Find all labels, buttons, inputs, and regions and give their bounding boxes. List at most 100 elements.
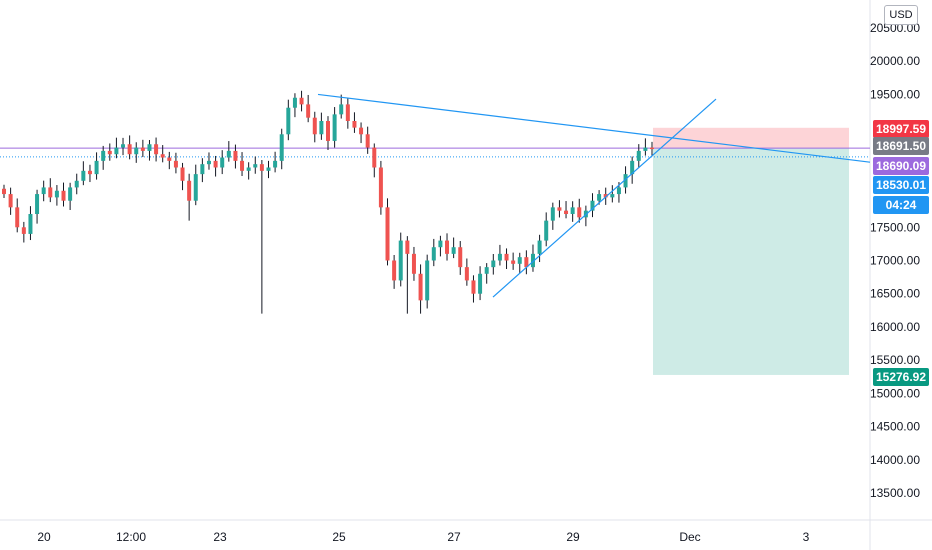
candle-body <box>220 157 225 168</box>
candle-body <box>54 190 59 198</box>
candle-body <box>577 207 582 218</box>
candle-body <box>48 187 53 198</box>
y-tick-label: 17500.00 <box>870 220 920 234</box>
candle-body <box>35 194 40 214</box>
candle-body <box>154 144 159 155</box>
resistance-trend-line <box>317 93 871 163</box>
price-label: 18691.50 <box>873 137 929 155</box>
candle-body <box>114 147 119 155</box>
candle-body <box>537 240 542 254</box>
candle-body <box>332 114 337 141</box>
candle-body <box>15 207 20 228</box>
candle-body <box>226 150 231 158</box>
time-axis-ticks: 20 12:00 23 25 27 29 Dec 3 <box>37 530 809 544</box>
candle-body <box>200 164 205 175</box>
candle-body <box>445 240 450 254</box>
y-tick-label: 14000.00 <box>870 453 920 467</box>
candle-body <box>623 174 628 188</box>
candle-body <box>286 107 291 135</box>
candle-body <box>240 160 245 171</box>
candle-body <box>405 240 410 254</box>
candle-body <box>134 147 139 155</box>
candle-body <box>471 280 476 294</box>
y-tick-label: 19500.00 <box>870 87 920 101</box>
candle-body <box>616 187 621 195</box>
candle-body <box>504 253 509 261</box>
x-tick-label: 12:00 <box>116 530 146 544</box>
candle-body <box>458 247 463 268</box>
candle-body <box>292 97 297 108</box>
candle-body <box>273 160 278 168</box>
candle-body <box>259 164 264 171</box>
candle-body <box>392 260 397 281</box>
y-tick-label: 13500.00 <box>870 486 920 500</box>
x-tick-label: Dec <box>679 530 700 544</box>
position-zones[interactable] <box>653 127 849 375</box>
take-profit-zone <box>653 148 849 375</box>
candle-body <box>451 247 456 254</box>
candle-body <box>643 147 648 151</box>
candle-body <box>484 267 489 274</box>
horizontal-lines[interactable] <box>0 147 870 158</box>
candle-body <box>524 257 529 268</box>
candle-body <box>603 194 608 198</box>
candle-body <box>650 147 654 150</box>
candle-body <box>464 267 469 281</box>
candle-body <box>319 121 324 135</box>
candle-body <box>345 104 350 121</box>
candle-body <box>597 194 602 201</box>
stop-loss-zone <box>653 127 849 149</box>
candle-body <box>326 121 330 141</box>
candle-body <box>478 273 483 294</box>
candle-body <box>630 160 635 175</box>
candle-body <box>127 144 132 155</box>
candle-body <box>87 170 92 175</box>
candle-body <box>590 200 595 211</box>
candle-body <box>193 174 198 201</box>
trend-lines[interactable] <box>317 93 871 298</box>
candle-body <box>2 188 6 195</box>
candle-body <box>491 260 496 268</box>
candle-body <box>206 160 211 165</box>
candle-body <box>94 160 99 175</box>
candle-body <box>28 214 33 234</box>
y-tick-label: 17000.00 <box>870 254 920 268</box>
candle-body <box>312 117 317 135</box>
x-tick-label: 23 <box>213 530 227 544</box>
y-tick-label: 16500.00 <box>870 287 920 301</box>
candle-body <box>385 207 390 261</box>
candle-body <box>564 210 569 214</box>
candle-body <box>398 240 403 281</box>
candle-body <box>173 160 178 168</box>
candle-body <box>8 194 13 208</box>
candle-body <box>550 207 555 221</box>
price-label: 18530.01 <box>873 176 929 194</box>
price-axis-ticks: 20500.0020000.0019500.0017500.0017000.00… <box>870 21 920 500</box>
candle-body <box>246 167 251 171</box>
candle-body <box>438 240 443 248</box>
candle-body <box>167 157 172 161</box>
candle-body <box>352 121 357 128</box>
candle-body <box>306 104 311 118</box>
price-label: 18997.59 <box>873 120 929 138</box>
candle-body <box>372 147 377 168</box>
candle-body <box>425 260 430 301</box>
price-label: 15276.92 <box>873 368 929 386</box>
candle-body <box>107 150 112 155</box>
candle-body <box>233 150 238 161</box>
support-trend-line <box>492 98 717 298</box>
candle-body <box>266 167 271 171</box>
x-tick-label: 3 <box>803 530 810 544</box>
candle-body <box>41 187 46 195</box>
candle-body <box>610 194 615 198</box>
y-tick-label: 15000.00 <box>870 386 920 400</box>
candle-body <box>636 150 641 161</box>
candle-body <box>253 164 258 168</box>
candle-body <box>187 180 192 201</box>
currency-button[interactable]: USD <box>884 5 918 25</box>
candle-body <box>359 127 364 135</box>
x-tick-label: 27 <box>447 530 461 544</box>
candle-body <box>497 253 502 261</box>
candle-body <box>517 257 522 264</box>
